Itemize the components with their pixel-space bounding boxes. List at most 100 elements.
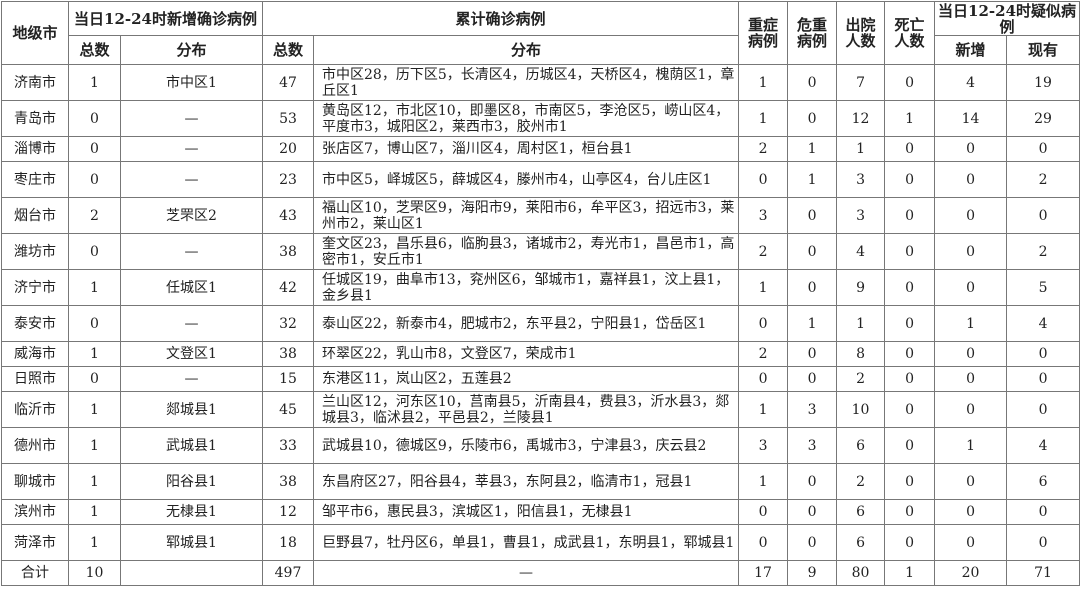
cell: 东昌府区27，阳谷县4，莘县3，东阿县2，临清市1，冠县1 — [313, 463, 740, 500]
table-header: 地级市 当日12-24时新增确诊病例 累计确诊病例 重症病例 危重病例 出院人数… — [1, 1, 1080, 65]
cell: 1 — [787, 161, 838, 198]
cell: 0 — [884, 341, 936, 367]
cell: 市中区28，历下区5，长清区4，历城区4，天桥区4，槐荫区1，章丘区1 — [313, 64, 740, 101]
table-row: 临沂市 1 郯城县1 45 兰山区12，河东区10，莒南县5，沂南县4，费县3，沂水县3… — [1, 391, 1080, 428]
cell: 0 — [884, 161, 936, 198]
cell: 郯城县1 — [119, 391, 264, 428]
cell: 2 — [738, 136, 789, 162]
cell: 17 — [738, 560, 789, 586]
region-cell: 枣庄市 — [1, 161, 69, 198]
cell: 0 — [884, 427, 936, 464]
cell: 邹平市6，惠民县3，滨城区1，阳信县1，无棣县1 — [313, 499, 740, 525]
cell: 4 — [1006, 427, 1080, 464]
cell: 张店区7，博山区7，淄川区4，周村区1，桓台县1 — [313, 136, 740, 162]
header-cell: 分布 — [313, 35, 740, 65]
cell: 1 — [68, 463, 121, 500]
cell: 0 — [738, 366, 789, 392]
cell: 0 — [884, 269, 936, 306]
cell: 0 — [1006, 499, 1080, 525]
cell: 3 — [836, 161, 886, 198]
cell: 1 — [787, 136, 838, 162]
cell: 80 — [836, 560, 886, 586]
region-cell: 德州市 — [1, 427, 69, 464]
cell: 0 — [787, 366, 838, 392]
cell: 0 — [934, 366, 1008, 392]
cell: 3 — [738, 427, 789, 464]
cell: — — [119, 305, 264, 342]
cell: 2 — [836, 463, 886, 500]
cell: 43 — [262, 197, 315, 234]
region-cell: 威海市 — [1, 341, 69, 367]
cell: 福山区10，芝罘区9，海阳市9，莱阳市6，牟平区3，招远市3，莱州市2，莱山区1 — [313, 197, 740, 234]
cell: 4 — [934, 64, 1008, 101]
cell: 0 — [884, 64, 936, 101]
cell: 2 — [1006, 233, 1080, 270]
cell: — — [313, 560, 740, 586]
cell: 0 — [884, 499, 936, 525]
region-cell: 烟台市 — [1, 197, 69, 234]
cell: 文登区1 — [119, 341, 264, 367]
region-cell: 泰安市 — [1, 305, 69, 342]
cell: 1 — [836, 305, 886, 342]
cell: 0 — [934, 136, 1008, 162]
cell: 0 — [68, 100, 121, 137]
cell: 0 — [934, 341, 1008, 367]
region-cell: 滨州市 — [1, 499, 69, 525]
cell: 0 — [787, 524, 838, 561]
cell: 0 — [884, 136, 936, 162]
cell: 0 — [884, 391, 936, 428]
cell: 0 — [934, 463, 1008, 500]
cell: 0 — [68, 366, 121, 392]
cell: 71 — [1006, 560, 1080, 586]
cell: 9 — [836, 269, 886, 306]
header-cell: 死亡人数 — [884, 1, 936, 65]
cell: 任城区1 — [119, 269, 264, 306]
cell: 38 — [262, 233, 315, 270]
cell: 1 — [738, 391, 789, 428]
region-cell: 菏泽市 — [1, 524, 69, 561]
header-cell: 当日12-24时疑似病例 — [934, 1, 1080, 36]
cell: 1 — [68, 391, 121, 428]
cell: 2 — [1006, 161, 1080, 198]
cell: — — [119, 366, 264, 392]
cell: 0 — [787, 341, 838, 367]
cell: 0 — [1006, 391, 1080, 428]
cell: 武城县1 — [119, 427, 264, 464]
cell: 0 — [934, 161, 1008, 198]
cell: 0 — [884, 305, 936, 342]
cell: 0 — [1006, 341, 1080, 367]
cell: 市中区5，峄城区5，薛城区4，滕州市4，山亭区4，台儿庄区1 — [313, 161, 740, 198]
cell: 合计 — [1, 560, 69, 586]
cell: 0 — [884, 524, 936, 561]
cell: 2 — [836, 366, 886, 392]
cell: 6 — [836, 427, 886, 464]
table-row: 青岛市 0—53 黄岛区12，市北区10，即墨区8，市南区5，李沧区5，崂山区4，平… — [1, 100, 1080, 137]
header-cell: 总数 — [262, 35, 315, 65]
cell: 0 — [934, 269, 1008, 306]
cell: 0 — [68, 305, 121, 342]
table-row: 泰安市 0—32 泰山区22，新泰市4，肥城市2，东平县2，宁阳县1，岱岳区1 0 1 1… — [1, 305, 1080, 342]
table-footer: 合计 10 497 — 17 9 80 1 20 71 — [1, 560, 1080, 586]
cell: 0 — [884, 463, 936, 500]
cell: 2 — [738, 341, 789, 367]
cell: 黄岛区12，市北区10，即墨区8，市南区5，李沧区5，崂山区4，平度市3，城阳区… — [313, 100, 740, 137]
cell: 47 — [262, 64, 315, 101]
cell: 2 — [68, 197, 121, 234]
cell: 7 — [836, 64, 886, 101]
table-row: 济宁市 1 任城区1 42 任城区19，曲阜市13，兖州区6，邹城市1，嘉祥县1，汶上县… — [1, 269, 1080, 306]
table-row: 聊城市 1 阳谷县1 38 东昌府区27，阳谷县4，莘县3，东阿县2，临清市1，冠县1 1… — [1, 463, 1080, 500]
cell: 10 — [68, 560, 121, 586]
region-cell: 聊城市 — [1, 463, 69, 500]
cell: 阳谷县1 — [119, 463, 264, 500]
cell: 20 — [934, 560, 1008, 586]
cell: 1 — [738, 269, 789, 306]
cell: 5 — [1006, 269, 1080, 306]
cell: 497 — [262, 560, 315, 586]
cell: 0 — [738, 524, 789, 561]
cell: 29 — [1006, 100, 1080, 137]
cell: 9 — [787, 560, 838, 586]
header-cell: 危重病例 — [787, 1, 838, 65]
cell: 12 — [836, 100, 886, 137]
cell: 1 — [884, 560, 936, 586]
